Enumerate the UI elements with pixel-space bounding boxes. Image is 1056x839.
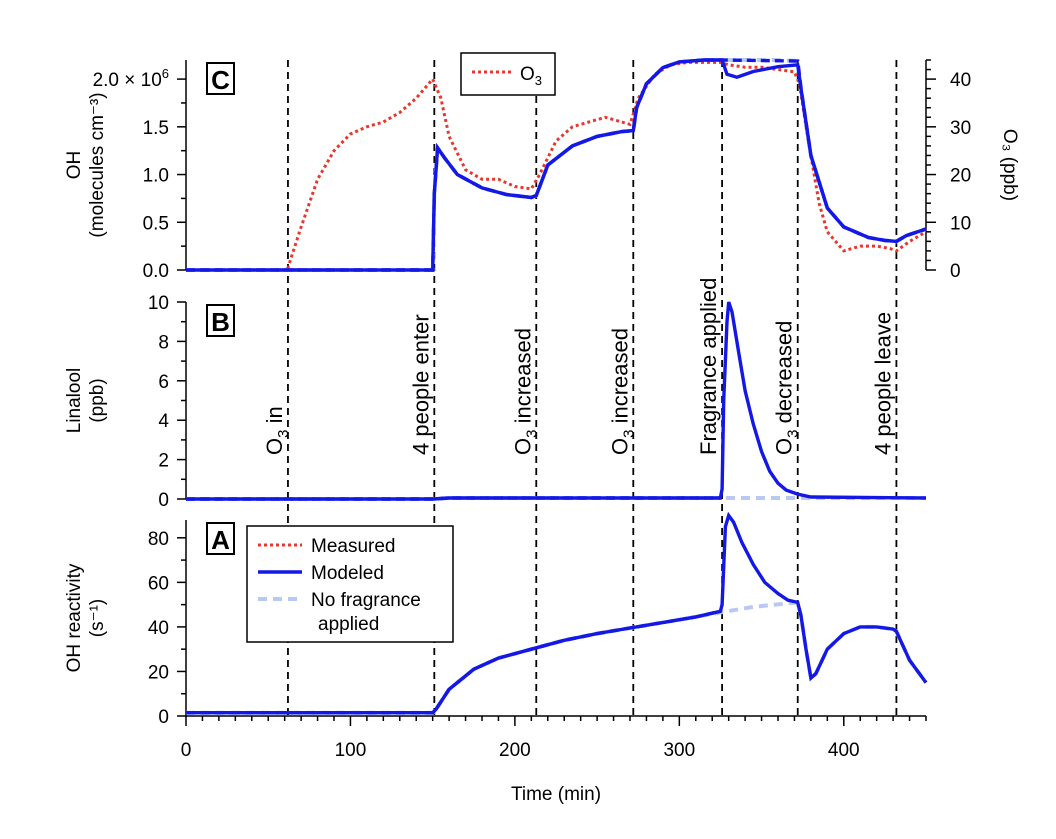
y-tick-label-C: 1.5 (143, 118, 169, 139)
legend-label-measured: Measured (311, 536, 396, 557)
y-tick-label-C: 1.0 (143, 166, 169, 187)
y-tick-label-C: 0.0 (143, 261, 169, 282)
event-label: O3 increased (607, 328, 637, 455)
event-label: 4 people leave (870, 312, 895, 455)
y-tick-label-C: 0.5 (143, 213, 169, 234)
y-tick-label-B: 0 (158, 490, 169, 511)
x-tick-label: 200 (499, 740, 531, 761)
legend-label-o3: O3 (520, 64, 542, 88)
x-tick-label: 300 (663, 740, 695, 761)
legend-box-c (460, 52, 556, 96)
x-tick-label: 400 (828, 740, 860, 761)
y-tick-label-A: 0 (158, 707, 169, 728)
y-tick-label-B: 10 (148, 293, 169, 314)
right-tick-label: 30 (950, 118, 971, 139)
panel-letter-B: B (211, 307, 230, 337)
y-axis-subtitle-B: (ppb) (87, 378, 108, 422)
legend-label-applied: applied (318, 614, 379, 635)
panel-box-B (206, 304, 235, 337)
panel-letter-C: C (211, 65, 230, 95)
right-tick-label: 0 (950, 261, 961, 282)
y-axis-title-A: OH reactivity (64, 563, 85, 672)
series-oh-reactivity-dashed-overlay (186, 609, 721, 715)
y-tick-label-A: 80 (148, 529, 169, 550)
right-tick-label: 40 (950, 70, 971, 91)
y-axis-title-B: Linalool (64, 368, 85, 434)
event-label: O3 in (262, 406, 292, 455)
legend-box-a (246, 525, 454, 643)
series-linalool-modeled (186, 301, 927, 501)
y-tick-label-A: 40 (148, 618, 169, 639)
right-tick-label: 10 (950, 213, 971, 234)
event-label: 4 people enter (408, 314, 433, 455)
x-axis-title: Time (min) (511, 784, 601, 805)
right-tick-label: 20 (950, 166, 971, 187)
series-oh-dashed-overlay (186, 58, 927, 272)
x-tick-label: 0 (181, 740, 192, 761)
series-o3 (186, 60, 927, 272)
y-tick-label-B: 6 (158, 372, 169, 393)
series-linalool-dashed-overlay (186, 496, 721, 501)
y-axis-subtitle-C: (molecules cm⁻³) (87, 92, 108, 237)
y-tick-label-A: 20 (148, 662, 169, 683)
event-label: O3 decreased (772, 321, 802, 455)
axes (177, 59, 936, 726)
y-axis-title-C: OH (64, 151, 85, 180)
panel-box-A (206, 522, 235, 555)
y-tick-label-B: 4 (158, 411, 169, 432)
labels: 0.0 0.5 1.0 1.5 2.0 × 106 OH (molecules cm⁻³) 0… (64, 52, 1020, 805)
y-tick-label-C: 2.0 × 106 (93, 66, 169, 91)
y-tick-label-B: 2 (158, 451, 169, 472)
series (186, 58, 928, 715)
y-tick-label-A: 60 (148, 573, 169, 594)
event-label: O3 increased (510, 328, 540, 455)
panel-letter-A: A (211, 525, 230, 555)
legend-label-modeled: Modeled (311, 563, 384, 584)
x-tick-label: 100 (335, 740, 367, 761)
y-tick-label-B: 8 (158, 332, 169, 353)
right-axis-title: O₃ (ppb) (999, 129, 1020, 201)
event-label: Fragrance applied (696, 278, 721, 455)
panel-box-C (206, 62, 235, 95)
y-axis-subtitle-A: (s⁻¹) (87, 599, 108, 638)
legend-label-no-fragrance: No fragrance (311, 590, 421, 611)
